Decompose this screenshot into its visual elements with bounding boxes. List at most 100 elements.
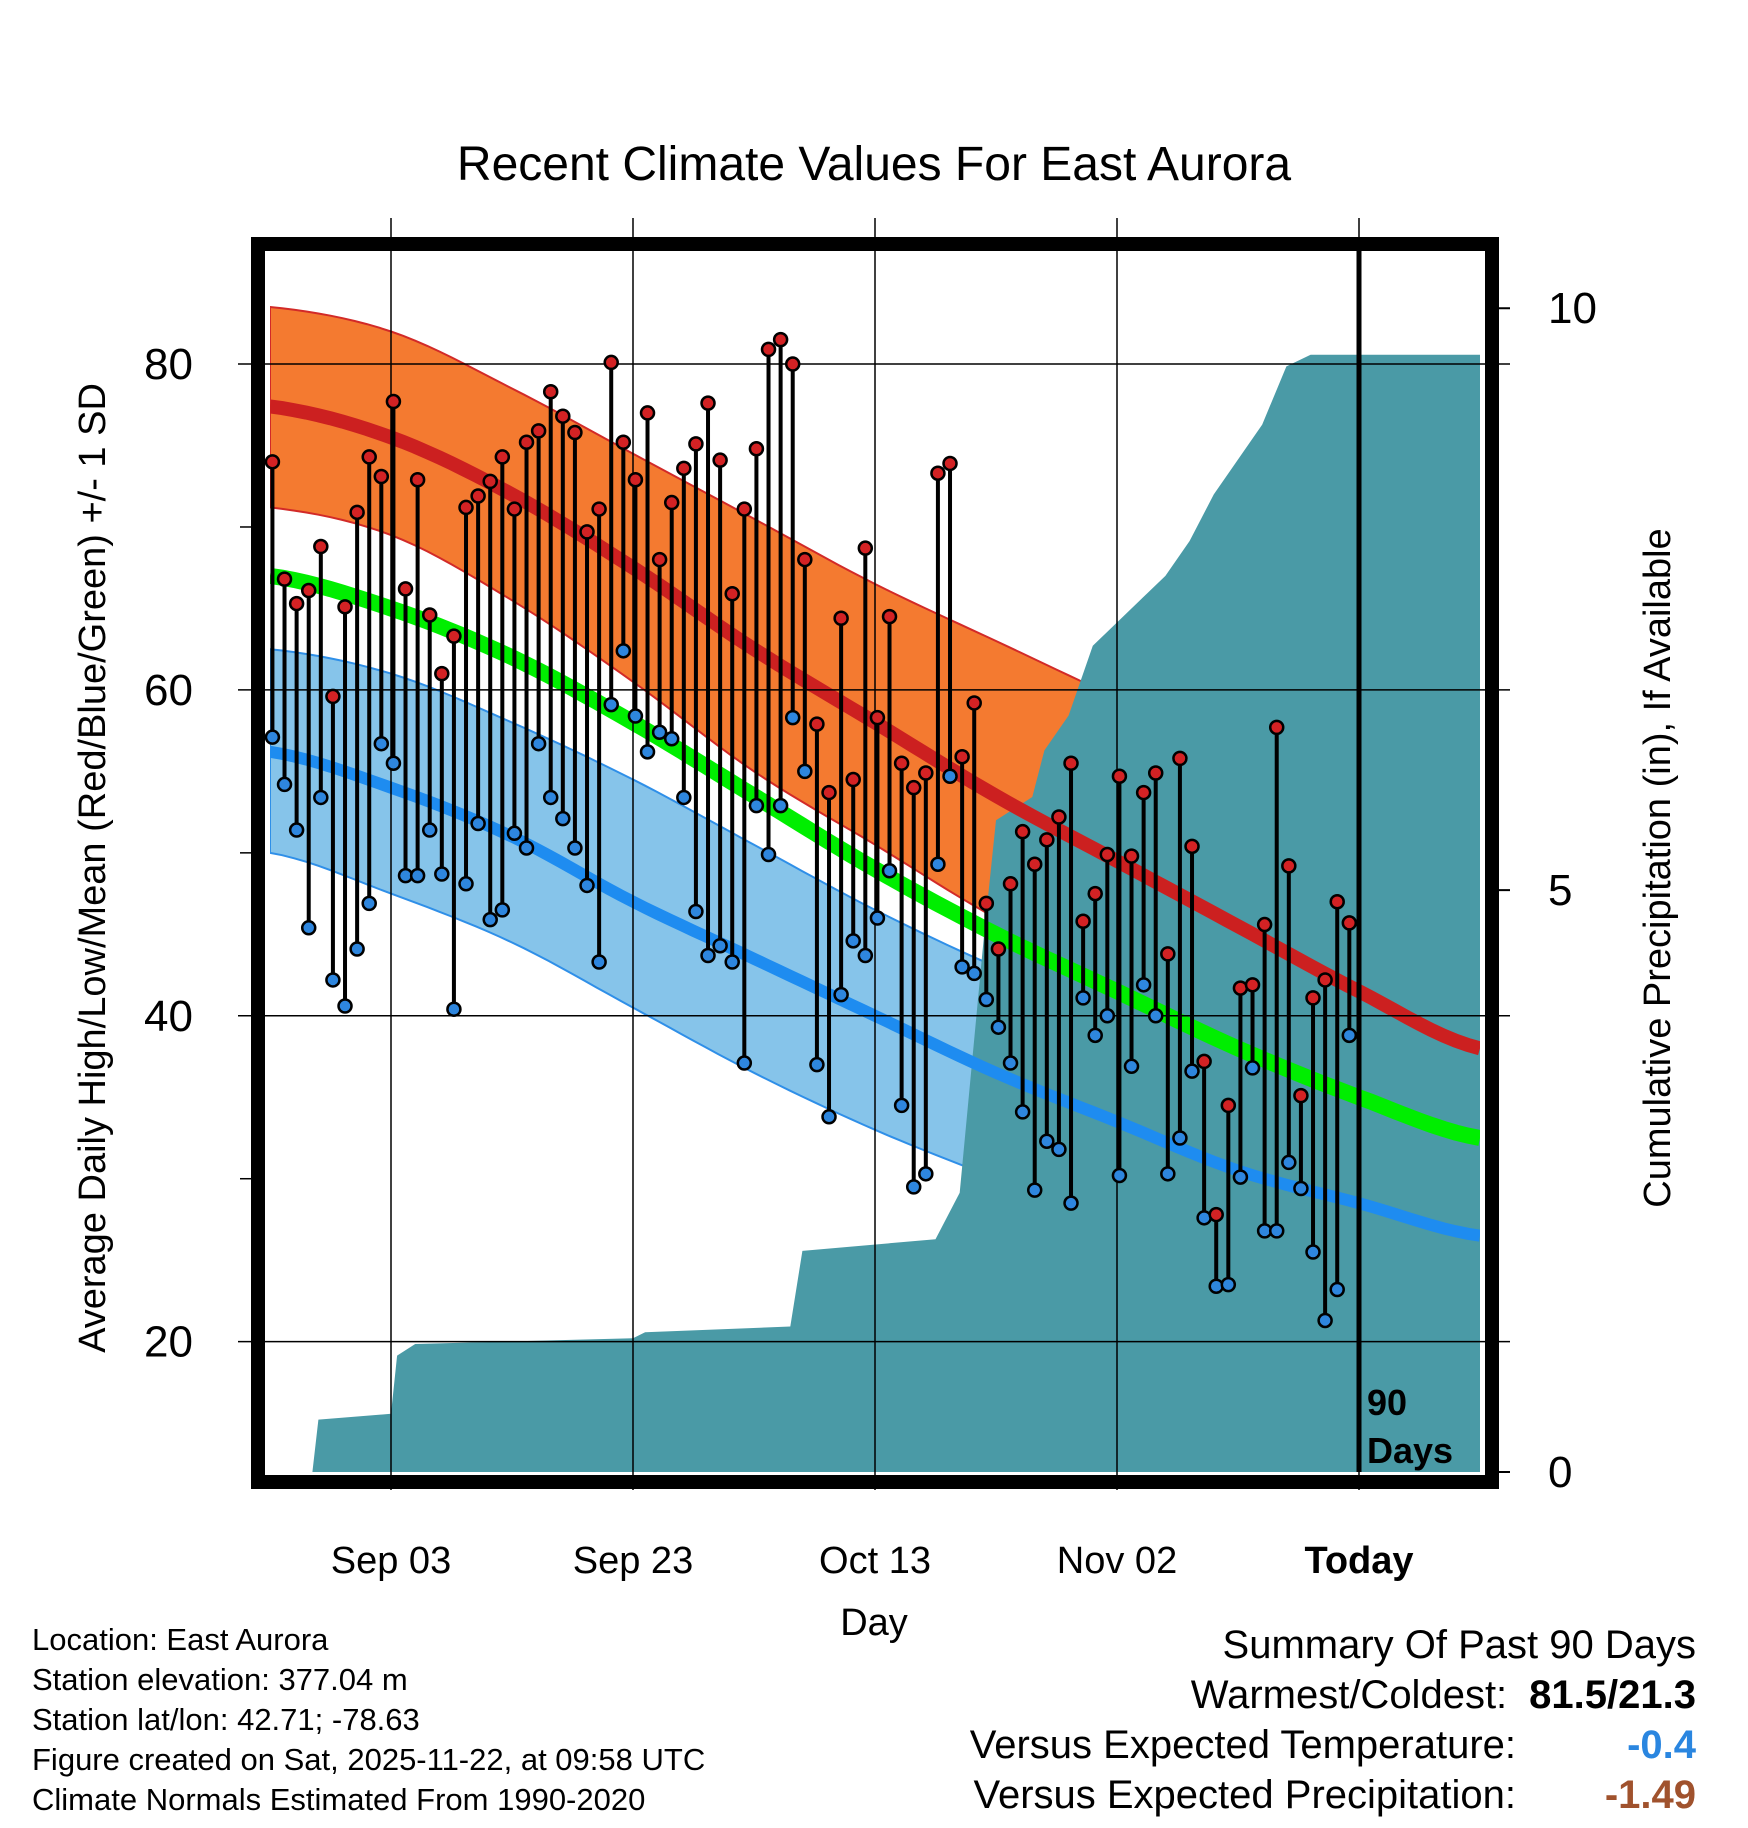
daily-low-point — [942, 768, 958, 785]
daily-low-point — [688, 903, 704, 920]
daily-high-point — [700, 395, 716, 411]
daily-low-point — [1184, 1063, 1200, 1079]
daily-high-point — [1184, 838, 1200, 855]
daily-high-point — [482, 473, 498, 490]
daily-low-point — [446, 1001, 462, 1018]
summary-panel: Summary Of Past 90 Days Warmest/Coldest:… — [796, 1620, 1696, 1820]
daily-low-point — [857, 947, 874, 964]
daily-low-point — [651, 724, 668, 741]
daily-high-point — [567, 424, 583, 441]
daily-high-point — [361, 449, 377, 465]
x-axis-label: Day — [840, 1602, 908, 1644]
daily-high-point — [809, 716, 825, 732]
daily-high-point — [1172, 750, 1188, 767]
daily-low-point — [470, 815, 486, 832]
daily-high-point — [954, 748, 970, 765]
daily-low-point — [1147, 1008, 1164, 1024]
daily-high-point — [797, 551, 813, 568]
precip-area — [270, 354, 1480, 1472]
daily-low-point — [1281, 1154, 1297, 1171]
daily-high-point — [300, 582, 317, 599]
warmest-coldest-value: 81.5/21.3 — [1529, 1673, 1696, 1717]
created-line: Figure created on Sat, 2025-11-22, at 09… — [32, 1742, 706, 1777]
daily-high-point — [627, 471, 644, 488]
daily-low-point — [869, 910, 886, 926]
plot-frame — [251, 237, 1499, 1489]
daily-low-point — [797, 763, 813, 780]
daily-low-point — [663, 731, 680, 747]
y-axis-left-label: Average Daily High/Low/Mean (Red/Blue/Gr… — [72, 383, 114, 1353]
daily-low-point — [1268, 1223, 1285, 1239]
daily-high-point — [494, 449, 511, 465]
daily-high-point — [1051, 809, 1067, 825]
daily-high-point — [930, 465, 946, 481]
daily-high-point — [1305, 990, 1321, 1006]
daily-low-point — [313, 789, 329, 806]
daily-low-point — [748, 797, 765, 814]
daily-low-point — [264, 729, 281, 745]
precip-departure-label: Versus Expected Precipitation: — [973, 1773, 1516, 1817]
y-left-tick-label: 60 — [144, 666, 193, 715]
daily-low-point — [724, 954, 740, 970]
daily-low-point — [954, 959, 970, 975]
daily-low-point — [760, 846, 777, 863]
daily-low-point — [373, 735, 390, 752]
temp-departure-label: Versus Expected Temperature: — [969, 1723, 1516, 1767]
daily-values — [264, 331, 1358, 1329]
daily-high-point — [821, 784, 837, 801]
daily-high-point — [518, 434, 535, 451]
daily-low-point — [567, 840, 583, 856]
daily-low-point — [1123, 1058, 1140, 1075]
today-days-label: Days — [1367, 1430, 1453, 1471]
daily-low-point — [809, 1056, 825, 1073]
y-right-tick-label: 0 — [1548, 1448, 1572, 1497]
daily-high-point — [712, 452, 728, 468]
daily-low-point — [930, 856, 946, 873]
daily-low-point — [591, 954, 607, 970]
daily-low-point — [736, 1055, 753, 1071]
daily-low-point — [905, 1179, 922, 1195]
temp-departure-row: Versus Expected Temperature: -0.4 — [796, 1720, 1696, 1770]
daily-high-point — [555, 408, 571, 424]
daily-low-point — [772, 797, 789, 814]
daily-low-point — [1111, 1167, 1128, 1184]
daily-high-point — [966, 695, 982, 711]
x-tick-label: Today — [1304, 1540, 1413, 1582]
warmest-coldest-row: Warmest/Coldest: 81.5/21.3 — [796, 1670, 1696, 1720]
location-line: Location: East Aurora — [32, 1622, 329, 1657]
daily-low-point — [784, 709, 801, 726]
y-right-tick-label: 10 — [1548, 284, 1597, 333]
daily-high-point — [530, 423, 547, 439]
daily-low-point — [288, 822, 305, 838]
daily-low-point — [1063, 1195, 1079, 1211]
latlon-line: Station lat/lon: 42.71; -78.63 — [32, 1702, 420, 1737]
warmest-coldest-label: Warmest/Coldest: — [1190, 1673, 1508, 1717]
daily-high-point — [385, 393, 402, 410]
daily-high-point — [579, 524, 595, 540]
daily-high-point — [409, 471, 426, 488]
daily-low-point — [1329, 1281, 1345, 1298]
daily-high-point — [434, 665, 450, 682]
daily-high-point — [446, 628, 462, 644]
daily-high-point — [337, 599, 353, 615]
daily-low-point — [978, 991, 995, 1008]
daily-high-point — [676, 460, 692, 477]
daily-high-point — [942, 455, 958, 472]
daily-low-point — [881, 863, 898, 879]
daily-high-point — [1196, 1053, 1212, 1070]
daily-low-point — [1160, 1166, 1176, 1182]
y-left-tick-label: 80 — [144, 340, 193, 389]
daily-high-point — [1111, 768, 1128, 785]
daily-low-point — [555, 810, 571, 827]
chart-title: Recent Climate Values For East Aurora — [457, 138, 1291, 191]
daily-low-point — [1305, 1244, 1321, 1260]
y-left-tick-label: 40 — [144, 992, 193, 1041]
x-tick-label: Oct 13 — [819, 1540, 931, 1582]
daily-low-point — [518, 840, 535, 856]
daily-low-point — [1026, 1182, 1043, 1198]
daily-high-point — [857, 540, 874, 556]
daily-high-point — [1135, 784, 1152, 801]
daily-low-point — [409, 867, 426, 884]
daily-low-point — [434, 866, 450, 882]
